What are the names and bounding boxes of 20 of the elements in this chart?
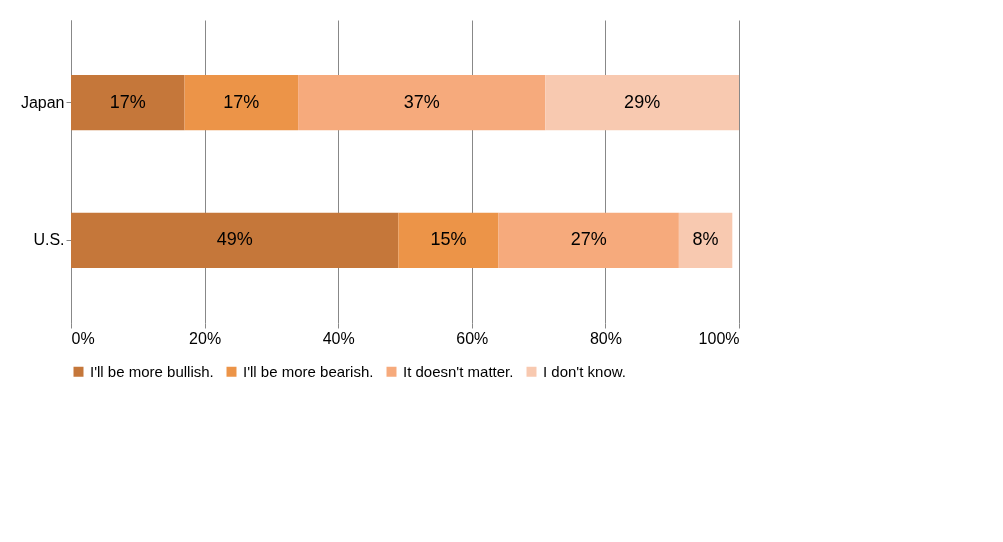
data-label: 27% xyxy=(570,229,607,250)
data-label: 29% xyxy=(624,91,661,112)
data-label: 17% xyxy=(223,91,260,112)
x-tick-label: 40% xyxy=(322,329,355,347)
x-tick-label: 20% xyxy=(189,329,222,347)
y-tick-label: Japan xyxy=(20,93,65,111)
legend-label: I don't know. xyxy=(543,362,626,380)
x-tick-label: 100% xyxy=(698,329,740,347)
data-label: 49% xyxy=(216,229,253,250)
y-tick-label: U.S. xyxy=(33,231,65,249)
legend-label: I'll be more bearish. xyxy=(243,362,374,380)
data-label: 15% xyxy=(430,229,467,250)
data-label: 37% xyxy=(403,91,440,112)
legend-label: I'll be more bullish. xyxy=(90,362,214,380)
x-tick-label: 60% xyxy=(456,329,489,347)
data-label: 17% xyxy=(109,91,146,112)
legend-label: It doesn't matter. xyxy=(403,362,514,380)
x-tick-label: 80% xyxy=(589,329,622,347)
data-label: 8% xyxy=(692,229,719,250)
x-tick-label: 0% xyxy=(71,329,95,347)
